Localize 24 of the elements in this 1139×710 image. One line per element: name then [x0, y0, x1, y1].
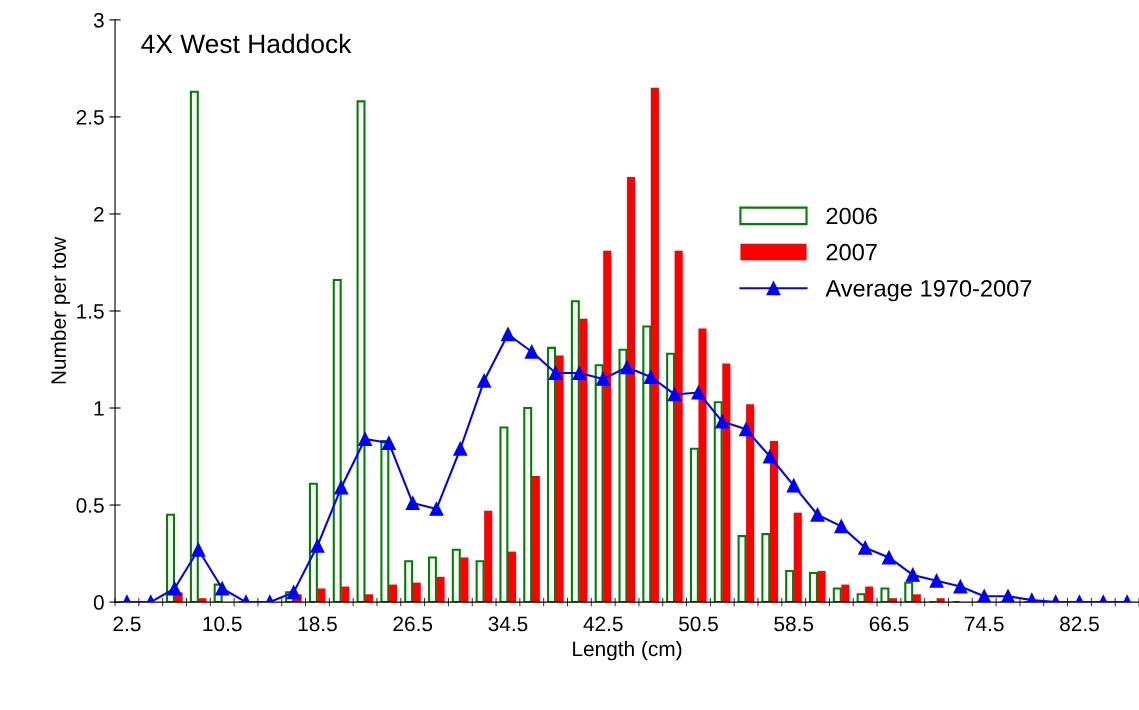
x-tick-label: 18.5	[298, 616, 337, 632]
y-tick-label: 1.5	[77, 304, 104, 319]
y-tick-label: 2	[94, 206, 104, 222]
y-tick-label: 0	[93, 595, 104, 610]
chart-title: 4X West Haddock	[141, 33, 352, 54]
x-tick-label: 26.5	[393, 616, 433, 632]
legend-label: Average 1970-2007	[825, 279, 1032, 302]
x-tick-label: 66.5	[869, 616, 909, 632]
x-tick-label: 42.5	[583, 616, 623, 632]
x-tick-label: 58.5	[774, 616, 814, 632]
x-tick-label: 50.5	[679, 616, 718, 632]
y-axis-title: Number per tow	[50, 236, 71, 384]
legend-label: 2006	[826, 207, 877, 225]
x-tick-label: 10.5	[203, 616, 242, 632]
y-tick-label: 3	[93, 12, 104, 28]
x-tick-label: 82.5	[1060, 616, 1099, 632]
x-tick-label: 34.5	[488, 616, 528, 632]
x-axis-title: Length (cm)	[573, 640, 682, 661]
y-tick-label: 2.5	[76, 109, 104, 125]
x-tick-label: 2.5	[113, 616, 141, 632]
y-tick-label: 0.5	[76, 498, 104, 513]
x-tick-label: 74.5	[965, 616, 1004, 632]
legend-label: 2007	[826, 243, 877, 261]
y-tick-label: 1	[94, 401, 104, 416]
